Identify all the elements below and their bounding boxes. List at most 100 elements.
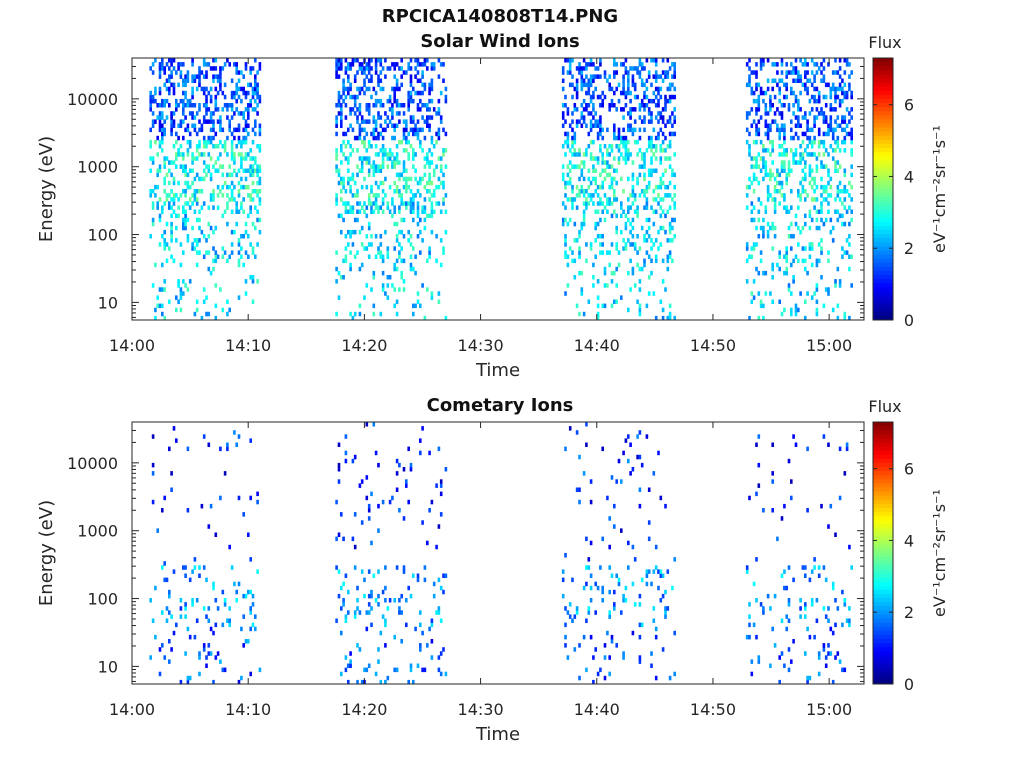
spectrogram-cell [771,508,774,513]
spectrogram-cell [629,205,632,210]
spectrogram-cell [596,119,600,124]
spectrogram-cell [603,266,607,272]
spectrogram-cell [813,189,816,194]
spectrogram-cell [430,229,434,235]
spectrogram-cell [221,164,225,169]
spectrogram-cell [202,160,206,165]
spectrogram-cell [188,279,192,284]
spectrogram-cell [409,593,413,599]
spectrogram-cell [822,78,826,83]
spectrogram-cell [787,458,791,464]
spectrogram-cell [405,201,408,206]
spectrogram-cell [794,115,798,120]
spectrogram-cell [762,610,765,615]
spectrogram-cell [209,176,213,182]
spectrogram-cell [381,103,385,108]
spectrogram-cell [244,229,248,235]
spectrogram-cell [638,287,642,292]
spectrogram-cell [766,221,770,227]
spectrogram-cell [654,86,658,92]
spectrogram-cell [820,160,823,165]
spectrogram-cell [659,156,663,161]
spectrogram-cell [808,98,812,104]
spectrogram-cell [200,205,204,210]
spectrogram-cell [748,495,751,501]
spectrogram-cell [850,127,853,133]
spectrogram-cell [151,618,155,623]
spectrogram-cell [356,115,359,120]
spectrogram-cell [340,115,343,120]
spectrogram-cell [195,172,199,178]
spectrogram-cell [358,229,362,235]
spectrogram-cell [587,168,591,173]
spectrogram-cell [198,225,201,231]
spectrogram-cell [592,156,595,161]
spectrogram-cell [766,86,770,92]
spectrogram-cell [836,123,840,128]
spectrogram-cell [335,168,338,173]
spectrogram-cell [400,197,403,202]
spectrogram-cell [198,573,201,578]
spectrogram-cell [771,103,774,108]
spectrogram-cell [351,315,355,321]
spectrogram-cell [202,168,206,173]
spectrogram-cell [750,180,754,186]
spectrogram-cell [668,221,672,227]
colorbar-segment [873,647,893,652]
spectrogram-cell [235,66,238,71]
spectrogram-cell [589,499,593,505]
spectrogram-cell [752,98,756,104]
spectrogram-cell [764,209,768,214]
spectrogram-cell [643,258,646,264]
colorbar-segment [873,62,893,67]
spectrogram-cell [409,94,413,100]
spectrogram-cell [785,70,788,75]
spectrogram-cell [437,524,441,529]
spectrogram-cell [170,254,173,259]
spectrogram-cell [188,103,192,108]
spectrogram-cell [154,86,157,92]
spectrogram-cell [165,156,169,161]
spectrogram-cell [337,103,341,108]
spectrogram-cell [745,139,749,145]
spectrogram-cell [240,139,243,145]
spectrogram-cell [198,139,201,145]
spectrogram-cell [419,90,422,96]
colorbar-segment [873,512,893,517]
spectrogram-cell [158,647,162,652]
spectrogram-cell [766,123,770,128]
spectrogram-cell [664,193,667,198]
spectrogram-cell [177,205,180,210]
spectrogram-cell [423,135,427,141]
spectrogram-cell [214,74,218,79]
spectrogram-cell [666,258,670,264]
spectrogram-cell [801,258,805,264]
spectrogram-cell [769,291,772,296]
spectrogram-cell [834,58,837,63]
spectrogram-cell [214,144,218,149]
spectrogram-cell [398,242,401,247]
spectrogram-cell [617,458,621,464]
spectrogram-cell [650,168,653,173]
spectrogram-cell [778,254,781,259]
spectrogram-cell [575,119,579,124]
spectrogram-cell [608,152,611,157]
spectrogram-cell [566,283,570,288]
spectrogram-cell [168,86,171,92]
spectrogram-cell [202,135,206,141]
spectrogram-cell [822,144,826,149]
spectrogram-cell [668,311,672,317]
spectrogram-cell [566,70,570,75]
spectrogram-cell [601,156,604,161]
spectrogram-cell [367,242,371,247]
spectrogram-cell [198,250,201,255]
spectrogram-cell [344,209,348,214]
spectrogram-cell [564,217,567,223]
spectrogram-cell [603,675,607,681]
spectrogram-cell [340,213,343,219]
spectrogram-cell [757,197,761,202]
spectrogram-cell [379,62,383,67]
spectrogram-cell [764,160,768,165]
spectrogram-cell [165,172,169,178]
spectrogram-cell [810,168,814,173]
